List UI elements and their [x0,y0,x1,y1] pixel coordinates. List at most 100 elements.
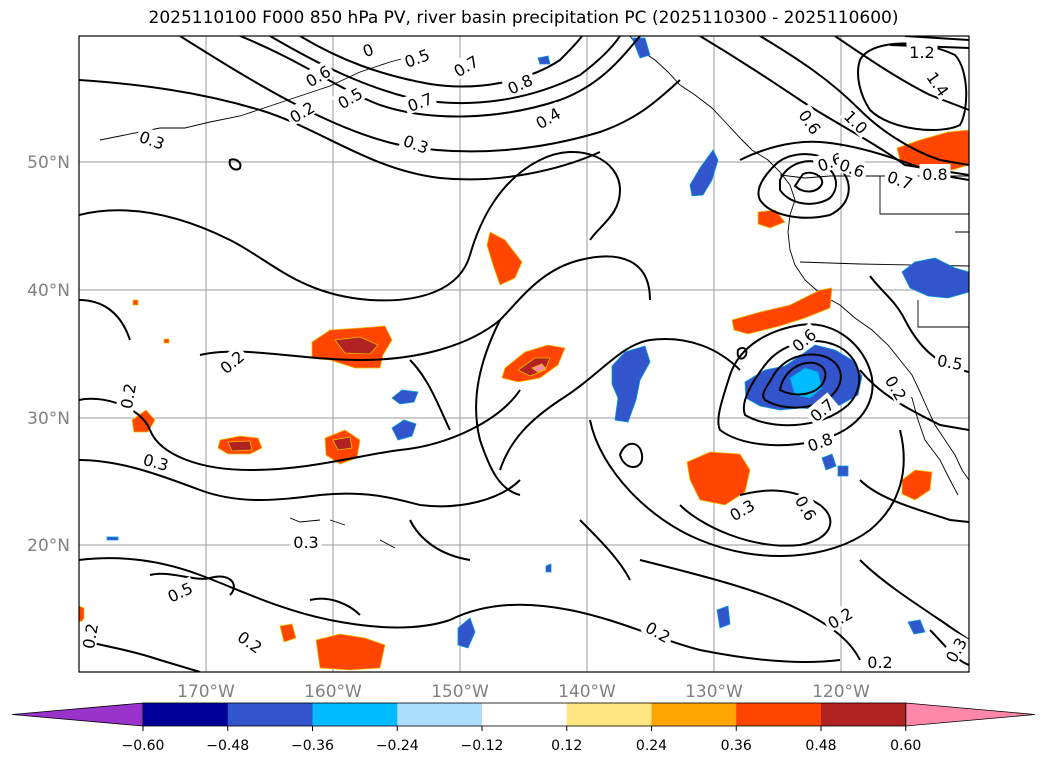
latitude-labels: 50°N 40°N 30°N 20°N [27,153,70,556]
colorbar-tick-label: 0.48 [805,738,836,754]
positive-anomaly-patch [901,469,933,501]
colorbar-tick-label: 0.12 [551,738,582,754]
colorbar-segment [397,703,483,726]
positive-anomaly-patch [315,633,386,671]
contour-label: 0.2 [867,653,892,672]
colorbar-tick-label: −0.36 [291,738,334,754]
contour-label-background [134,125,170,153]
colorbar-tick-labels: −0.60 −0.48 −0.36 −0.24 −0.12 0.12 0.24 0.36 0.4… [122,726,921,754]
lon-label: 140°W [558,682,616,702]
contour-label-background [834,153,870,181]
contour-label-background [447,49,484,81]
contour-label-background [802,427,838,455]
contour-label-background [922,65,956,102]
positive-anomaly-patch [332,436,353,451]
contour-label-background [358,38,377,60]
contour-label: 0.2 [79,622,102,650]
negative-anomaly-patch [537,55,551,65]
colorbar-segment [312,703,398,726]
positive-anomaly-patch [132,299,139,306]
colorbar-segment [651,703,737,726]
colorbar-tick-label: −0.12 [461,738,504,754]
positive-anomaly-patch [163,338,170,344]
colorbar-tick-label: 0.24 [636,738,667,754]
contour-label-background [138,448,174,474]
colorbar-extend-high [905,702,1036,727]
positive-anomaly-patch [531,363,547,373]
map-border [78,35,970,673]
lat-label: 40°N [27,281,70,301]
contour-label-background [794,103,828,140]
contour-label-background [723,493,760,525]
colorbar-tick-label: 0.36 [721,738,752,754]
negative-anomaly-patch [716,605,731,629]
contour-label-background [331,81,368,113]
lon-label: 150°W [431,682,489,702]
contour-label-background [939,631,969,668]
contour-label-background [283,95,320,127]
contour-label: 0.8 [922,165,947,184]
colorbar-outline [142,702,907,727]
contour-label-background [161,576,198,606]
positive-anomaly-patch [486,231,523,286]
negative-anomaly-patch [457,617,476,649]
contour-label-background [529,101,566,133]
contour-label-background [821,601,858,633]
lat-label: 50°N [27,153,70,173]
colorbar-segment [143,703,229,726]
negative-anomaly-patch [106,536,119,541]
lon-label: 130°W [685,682,743,702]
contour-label-background [791,489,823,526]
lat-label: 30°N [27,409,70,429]
contour-label-background [864,652,896,670]
contour-label-background [785,322,822,357]
contour-label-background [232,624,269,658]
negative-anomaly-patch [391,389,419,405]
contour-label-background [839,103,875,139]
contour-label: 0.5 [936,351,964,374]
pv-contours [79,36,969,672]
negative-anomaly-patch [689,149,719,197]
contour-label-background [640,615,677,647]
contour-label-background [399,43,435,71]
positive-anomaly-shading [79,129,969,671]
colorbar-segment [736,703,822,726]
colorbar-segment [566,703,652,726]
contour-label-background [812,147,848,175]
positive-anomaly-patch [227,440,253,452]
chart-title: 2025110100 F000 850 hPa PV, river basin … [148,8,899,28]
lon-label: 170°W [177,682,235,702]
contour-label-background [402,87,438,115]
negative-anomaly-patch [545,563,552,573]
lon-label: 120°W [812,682,870,702]
contour-label-background [398,129,434,157]
contour-label: 0.3 [293,533,318,552]
negative-anomaly-patch [901,257,969,299]
negative-anomaly-patch [907,619,926,635]
contour-label-background [213,344,250,379]
positive-anomaly-patch [731,287,833,335]
contour-label-background [501,68,538,98]
positive-anomaly-patch [686,451,751,506]
colorbar-tick-label: −0.60 [122,738,165,754]
positive-anomaly-patch [334,336,379,355]
positive-anomaly-patch [279,623,297,643]
contour-label-background [881,369,913,406]
contour-label-background [290,532,322,550]
colorbar-tick-label: 0.60 [890,738,921,754]
negative-anomaly-patch [631,37,651,59]
contour-label: 1.2 [909,43,934,62]
colorbar-tick-label: −0.48 [206,738,249,754]
colorbar-segment [821,703,907,726]
contour-label-background [803,392,840,427]
negative-anomaly-patch [837,465,849,477]
contour-label: 0.2 [117,382,140,410]
colorbar [11,702,1036,727]
colorbar-extend-low [11,702,144,727]
contour-label-background [882,165,918,193]
lat-label: 20°N [27,536,70,556]
negative-anomaly-patch [391,419,417,441]
contour-label-background [115,378,139,413]
colorbar-tick-label: −0.24 [376,738,419,754]
